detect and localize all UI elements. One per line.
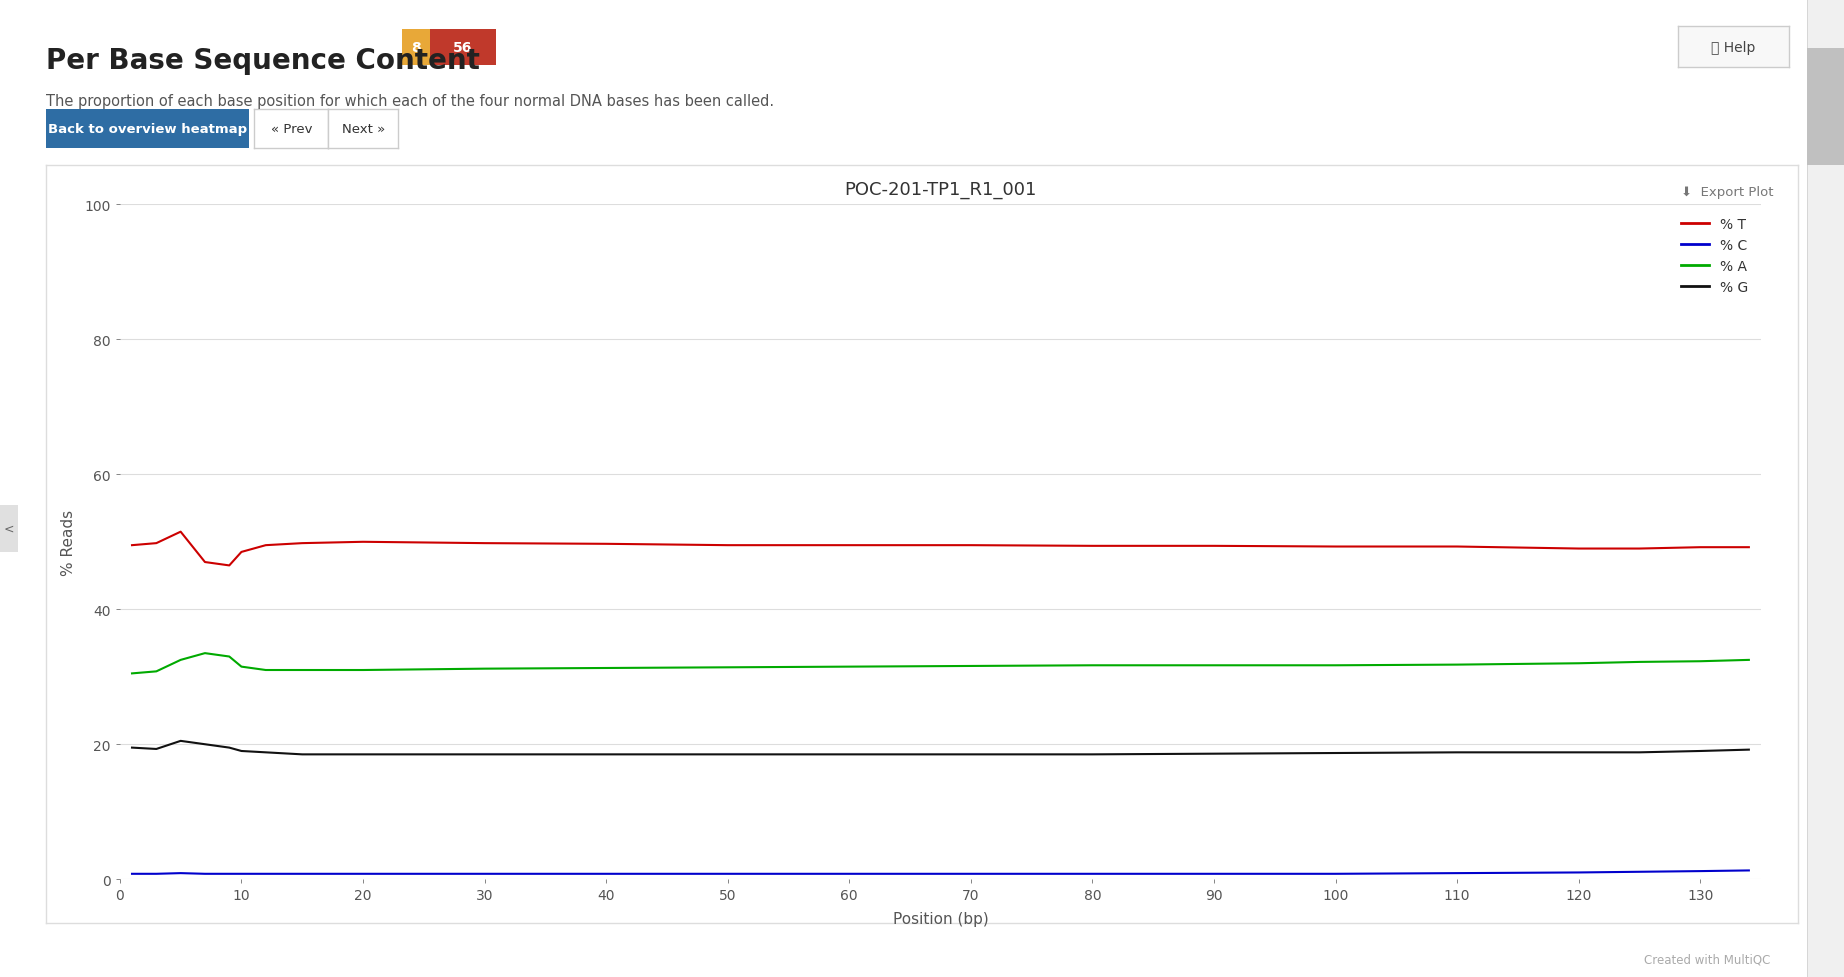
Text: Back to overview heatmap: Back to overview heatmap xyxy=(48,122,247,136)
Text: ❓ Help: ❓ Help xyxy=(1711,41,1755,55)
Title: POC-201-TP1_R1_001: POC-201-TP1_R1_001 xyxy=(845,181,1036,198)
Text: 56: 56 xyxy=(454,41,472,55)
Text: ⬇  Export Plot: ⬇ Export Plot xyxy=(1682,186,1774,198)
Text: The proportion of each base position for which each of the four normal DNA bases: The proportion of each base position for… xyxy=(46,94,774,108)
Text: Per Base Sequence Content: Per Base Sequence Content xyxy=(46,47,479,75)
X-axis label: Position (bp): Position (bp) xyxy=(892,911,988,925)
Text: <: < xyxy=(4,522,15,535)
Text: Next »: Next » xyxy=(341,122,385,136)
Legend: % T, % C, % A, % G: % T, % C, % A, % G xyxy=(1676,212,1754,300)
Y-axis label: % Reads: % Reads xyxy=(61,509,76,575)
Text: Created with MultiQC: Created with MultiQC xyxy=(1643,953,1770,965)
Text: 8: 8 xyxy=(411,41,420,55)
Text: « Prev: « Prev xyxy=(271,122,312,136)
